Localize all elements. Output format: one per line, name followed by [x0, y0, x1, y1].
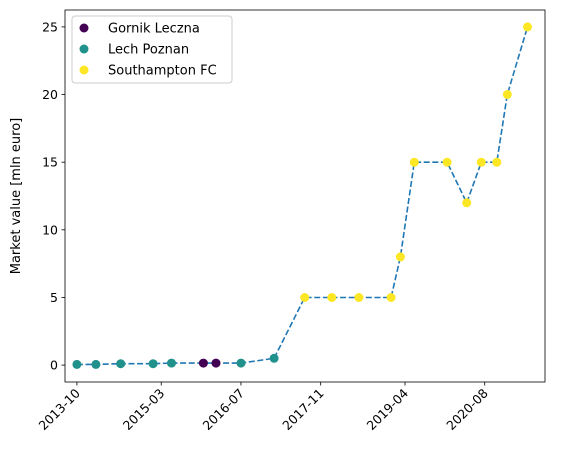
point-gornik-leczna	[198, 358, 208, 368]
point-southampton-fc	[502, 90, 512, 99]
legend-marker	[79, 65, 89, 75]
y-tick-label: 15	[42, 155, 58, 170]
point-southampton-fc	[395, 252, 405, 262]
point-southampton-fc	[442, 157, 452, 167]
point-lech-poznan	[148, 359, 158, 369]
y-tick-label: 0	[50, 358, 58, 373]
point-southampton-fc	[523, 22, 532, 32]
y-tick-label: 5	[50, 290, 58, 305]
point-lech-poznan	[269, 353, 279, 363]
point-southampton-fc	[327, 293, 337, 302]
legend-box	[71, 15, 233, 84]
plot-area	[72, 22, 532, 369]
point-gornik-leczna	[211, 358, 221, 368]
point-southampton-fc	[300, 293, 310, 302]
point-lech-poznan	[91, 359, 101, 369]
point-southampton-fc	[476, 157, 486, 167]
x-axis: 2013-10 2015-03 2016-07 2017-11 2019-04 2020-…	[36, 382, 491, 433]
legend-label: Gornik Leczna	[108, 22, 200, 37]
point-lech-poznan	[72, 359, 82, 369]
plot-frame	[64, 9, 546, 383]
point-lech-poznan	[167, 358, 176, 368]
legend-label: Southampton FC	[108, 64, 217, 79]
x-tick-label: 2013-10	[36, 385, 84, 433]
y-tick-label: 20	[42, 87, 58, 102]
legend-marker	[79, 23, 89, 33]
y-axis: 0 5 10 15 20 25	[42, 19, 65, 373]
x-tick-label: 2017-11	[279, 386, 327, 434]
legend-marker	[79, 44, 89, 54]
x-tick-label: 2020-08	[443, 385, 491, 433]
point-southampton-fc	[409, 157, 419, 167]
point-southampton-fc	[462, 198, 472, 208]
y-tick-label: 10	[42, 222, 58, 237]
y-axis-label: Market value [mln euro]	[9, 118, 24, 275]
x-tick-label: 2016-07	[200, 386, 248, 434]
point-southampton-fc	[492, 157, 502, 167]
point-southampton-fc	[354, 293, 364, 302]
x-tick-label: 2019-04	[364, 385, 412, 433]
point-lech-poznan	[116, 359, 126, 369]
legend-label: Lech Poznan	[108, 43, 189, 58]
y-tick-label: 25	[42, 19, 58, 34]
x-tick-label: 2015-03	[120, 386, 168, 434]
point-lech-poznan	[236, 358, 246, 368]
legend: Gornik Leczna Lech Poznan Southampton FC	[71, 15, 233, 84]
point-southampton-fc	[386, 293, 396, 302]
